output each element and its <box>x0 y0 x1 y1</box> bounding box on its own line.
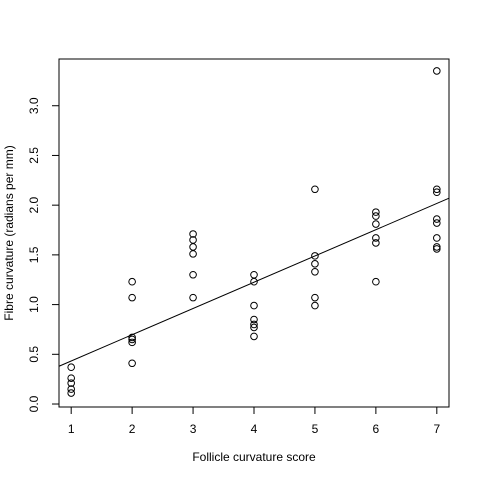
data-point <box>372 239 380 247</box>
y-tick-label: 0.5 <box>27 346 41 363</box>
data-point <box>433 67 441 75</box>
data-point <box>372 277 380 286</box>
data-point <box>311 252 319 260</box>
data-point <box>189 230 197 238</box>
data-point <box>372 220 380 228</box>
data-point <box>250 323 258 332</box>
data-point <box>128 277 136 286</box>
y-tick-label: 3.0 <box>27 97 41 114</box>
data-point <box>433 215 441 223</box>
data-point <box>311 267 319 276</box>
x-tick-label: 7 <box>433 422 440 436</box>
data-point <box>189 250 197 258</box>
x-tick-label: 2 <box>129 422 136 436</box>
y-axis-title: Fibre curvature (radians per mm) <box>2 145 16 320</box>
data-point <box>372 212 380 220</box>
data-point <box>128 335 136 344</box>
data-point <box>67 363 75 372</box>
data-point <box>67 389 75 397</box>
data-point <box>67 379 75 387</box>
x-axis-title: Follicle curvature score <box>192 450 316 464</box>
data-point <box>250 301 258 310</box>
x-tick-label: 6 <box>373 422 380 436</box>
y-tick-label: 0.0 <box>27 395 41 412</box>
data-point <box>372 234 380 242</box>
data-point <box>433 234 441 242</box>
x-tick-label: 3 <box>190 422 197 436</box>
data-point <box>250 320 258 329</box>
y-tick-label: 1.0 <box>27 296 41 313</box>
data-point <box>311 260 319 268</box>
plot-frame <box>58 58 450 408</box>
y-tick-label: 1.5 <box>27 246 41 263</box>
data-point <box>189 293 197 302</box>
data-point <box>128 359 136 368</box>
x-axis: 1 2 3 4 5 6 7 <box>68 407 440 436</box>
data-point <box>433 219 441 227</box>
data-point <box>311 185 319 194</box>
y-axis: 0.0 0.5 1.0 1.5 2.0 2.5 3.0 <box>27 97 59 412</box>
x-tick-label: 5 <box>312 422 319 436</box>
data-point <box>311 293 319 302</box>
data-points <box>67 67 441 397</box>
data-point <box>250 277 258 286</box>
data-point <box>433 188 441 197</box>
y-tick-label: 2.5 <box>27 147 41 164</box>
data-point <box>433 245 441 253</box>
data-point <box>128 338 136 347</box>
regression-line <box>58 197 450 367</box>
data-point <box>433 185 441 194</box>
data-point <box>67 374 75 382</box>
x-tick-label: 1 <box>68 422 75 436</box>
data-point <box>250 315 258 324</box>
data-point <box>372 208 380 216</box>
y-tick-label: 2.0 <box>27 196 41 213</box>
data-point <box>128 293 136 302</box>
data-point <box>189 270 197 279</box>
data-point <box>433 243 441 251</box>
data-point <box>250 332 258 341</box>
data-point <box>67 385 75 393</box>
data-point <box>311 301 319 310</box>
data-point <box>128 333 136 342</box>
x-tick-label: 4 <box>251 422 258 436</box>
